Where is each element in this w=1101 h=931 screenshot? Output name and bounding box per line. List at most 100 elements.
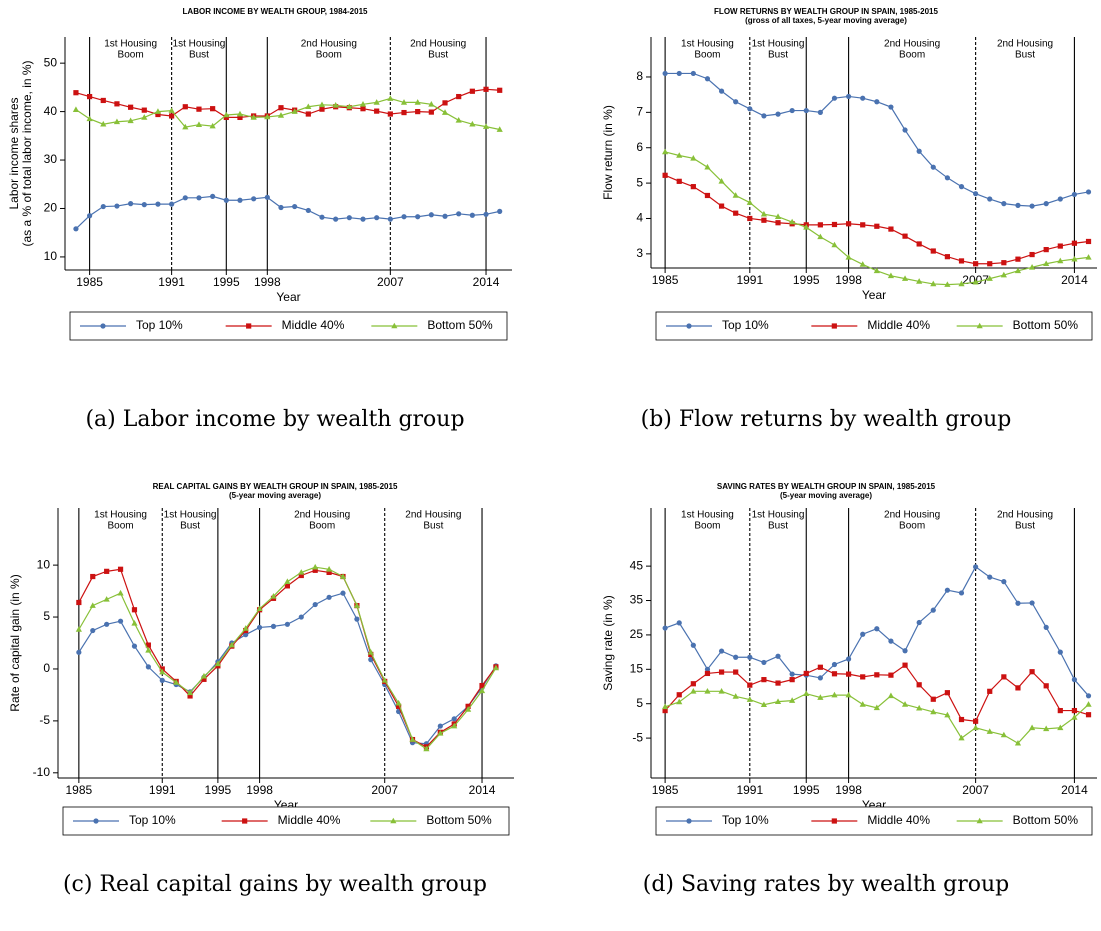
marker xyxy=(887,272,895,279)
marker xyxy=(874,672,880,678)
marker xyxy=(456,211,462,217)
marker xyxy=(319,106,325,112)
marker xyxy=(291,108,298,114)
marker xyxy=(746,199,753,205)
marker xyxy=(456,93,462,100)
marker xyxy=(987,688,993,694)
marker xyxy=(318,101,326,108)
y-tick-label: 45 xyxy=(630,558,644,572)
chart-panel: LABOR INCOME BY WEALTH GROUP, 1984-2015 1… xyxy=(7,7,512,432)
marker xyxy=(469,212,475,218)
period-label: Boom xyxy=(899,521,925,532)
marker xyxy=(90,627,96,634)
legend-label: Top 10% xyxy=(722,318,769,332)
marker xyxy=(1057,243,1063,249)
marker xyxy=(395,699,402,706)
marker xyxy=(496,126,503,132)
x-axis-label: Year xyxy=(862,288,886,302)
marker xyxy=(414,99,421,105)
marker xyxy=(256,624,263,631)
marker xyxy=(704,163,711,170)
marker xyxy=(353,602,361,608)
marker xyxy=(387,216,393,222)
marker xyxy=(182,195,188,201)
marker xyxy=(761,677,767,683)
marker xyxy=(1015,600,1021,606)
marker xyxy=(1014,739,1022,746)
period-label: 2nd Housing xyxy=(405,510,461,521)
marker xyxy=(746,696,753,702)
marker xyxy=(154,108,162,114)
marker xyxy=(1085,701,1092,707)
marker xyxy=(396,703,402,709)
marker xyxy=(237,197,243,203)
marker xyxy=(264,113,271,120)
marker xyxy=(902,648,908,654)
marker xyxy=(469,88,475,94)
marker xyxy=(690,70,696,77)
marker xyxy=(1071,707,1078,714)
marker xyxy=(1085,693,1092,699)
marker xyxy=(718,688,725,694)
marker xyxy=(305,207,311,214)
marker xyxy=(131,619,138,626)
marker xyxy=(325,565,333,572)
marker xyxy=(831,323,837,329)
marker xyxy=(128,104,134,110)
marker xyxy=(747,682,753,688)
marker xyxy=(451,722,458,729)
legend-box xyxy=(69,311,508,341)
marker xyxy=(704,688,711,694)
marker xyxy=(944,690,950,696)
marker xyxy=(442,100,448,106)
marker xyxy=(747,215,753,222)
y-tick-label: 20 xyxy=(44,201,58,215)
marker xyxy=(831,818,837,824)
marker xyxy=(976,322,983,329)
marker xyxy=(400,99,408,105)
marker xyxy=(312,601,318,608)
marker xyxy=(831,671,838,677)
x-tick-label: 1998 xyxy=(835,783,862,797)
marker xyxy=(987,261,993,267)
marker xyxy=(114,101,120,107)
marker xyxy=(374,108,380,114)
period-label: 1st Housing xyxy=(94,510,147,521)
legend-label: Top 10% xyxy=(722,813,769,827)
marker xyxy=(284,578,291,585)
marker xyxy=(718,88,725,94)
marker xyxy=(1057,724,1064,731)
y-axis-label: Flow return (in %) xyxy=(601,105,615,200)
y-tick-label: 5 xyxy=(636,696,643,710)
marker xyxy=(916,704,923,711)
marker xyxy=(775,220,781,226)
marker xyxy=(887,692,895,699)
marker xyxy=(1029,600,1035,606)
marker xyxy=(236,110,244,117)
marker xyxy=(1001,260,1007,266)
legend-label: Middle 40% xyxy=(867,318,930,332)
marker xyxy=(223,114,229,121)
marker xyxy=(196,106,202,112)
marker xyxy=(831,95,838,101)
period-label: 1st Housing xyxy=(752,510,805,521)
marker xyxy=(676,692,682,698)
marker xyxy=(145,642,151,648)
x-tick-label: 2007 xyxy=(377,275,404,289)
marker xyxy=(455,117,462,123)
marker xyxy=(104,568,110,574)
marker xyxy=(196,195,202,201)
period-label: 1st Housing xyxy=(173,39,226,50)
marker xyxy=(401,109,407,116)
marker xyxy=(373,99,380,105)
marker xyxy=(662,172,668,178)
marker xyxy=(803,107,809,114)
marker xyxy=(333,216,339,222)
marker xyxy=(888,638,894,644)
marker xyxy=(958,590,965,596)
marker xyxy=(141,107,147,113)
marker xyxy=(775,111,781,117)
x-tick-label: 1995 xyxy=(793,273,820,287)
marker xyxy=(690,688,697,694)
marker xyxy=(246,323,252,329)
